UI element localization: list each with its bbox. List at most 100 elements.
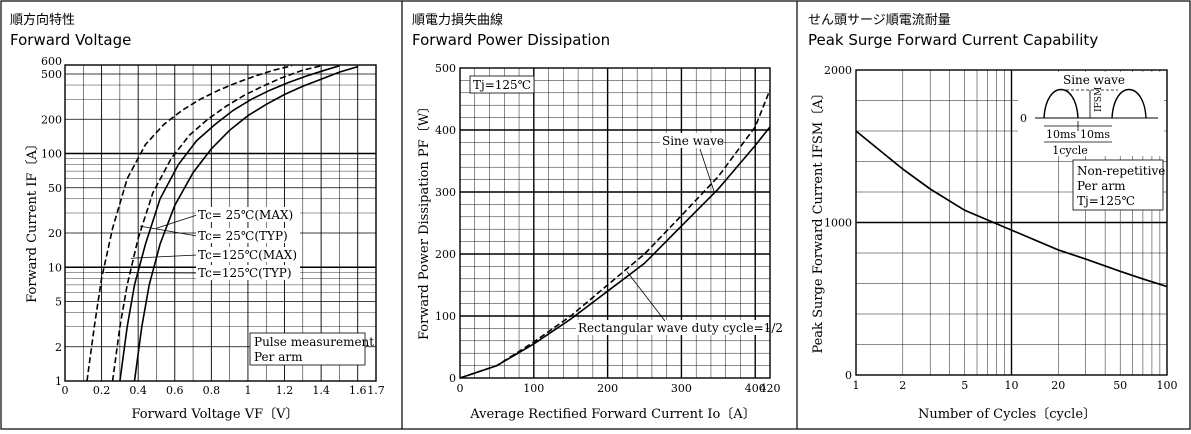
chart3-inset-cycle: 1cycle xyxy=(1052,144,1088,157)
chart1-title: Forward Voltage xyxy=(10,31,131,49)
chart1-series-line xyxy=(86,65,292,382)
chart1-series-label-bg xyxy=(196,228,300,243)
chart1-legend-line: Pulse measurement xyxy=(254,335,374,349)
chart1-y-tick-label: 1 xyxy=(55,375,62,388)
chart1-series-line xyxy=(111,65,322,382)
chart3-condition-line: Per arm xyxy=(1077,179,1126,193)
chart3-plot-frame xyxy=(855,69,1168,376)
chart3-x-tick-label: 100 xyxy=(1157,379,1178,392)
chart1-series-label: Tc= 25℃(TYP) xyxy=(198,229,288,243)
chart3-condition-line: Non-repetitive xyxy=(1077,164,1165,178)
chart3-inset-zero: 0 xyxy=(1020,112,1027,125)
chart3-inset-10ms: 10ms xyxy=(1080,128,1110,141)
chart1-series-label: Tc=125℃(MAX) xyxy=(198,248,297,262)
chart3-x-tick-label: 10 xyxy=(1005,379,1019,392)
chart1-x-tick-label: 1.2 xyxy=(276,384,294,397)
chart2-series-label: Sine wave xyxy=(662,134,724,148)
chart1-series-line xyxy=(119,65,340,382)
chart2-x-tick-label: 400 xyxy=(745,382,766,395)
chart2-title-ja: 順電力損失曲線 xyxy=(412,12,503,28)
chart3-condition-line: Tj=125℃ xyxy=(1077,194,1135,208)
chart2-ylabel: Forward Power Dissipation PF〔W〕 xyxy=(417,100,432,340)
chart1-y-tick-label: 200 xyxy=(41,113,62,126)
chart3-inset-10ms: 10ms xyxy=(1046,128,1076,141)
chart1-series-label: Tc=125℃(TYP) xyxy=(198,266,292,280)
chart2-x-tick-label: 200 xyxy=(597,382,618,395)
chart1-y-tick-label: 2 xyxy=(55,341,62,354)
chart1-x-tick-label: 1 xyxy=(244,384,251,397)
chart3-ylabel: Peak Surge Forward Current IFSM〔A〕 xyxy=(811,86,826,353)
chart2-y-tick-label: 0 xyxy=(449,372,456,385)
chart2-series-label-bg xyxy=(660,133,720,148)
chart3-x-tick-label: 50 xyxy=(1113,379,1127,392)
chart1-series-label-bg xyxy=(196,265,300,280)
chart2-series-line xyxy=(459,89,771,379)
chart1-series-label-bg xyxy=(196,247,300,262)
chart3-x-tick-label: 2 xyxy=(899,379,906,392)
chart3-x-tick-label: 5 xyxy=(961,379,968,392)
chart1-series-label-bg xyxy=(196,207,300,222)
chart2-series-label: Rectangular wave duty cycle=1/2 xyxy=(578,321,783,335)
chart3-xlabel: Number of Cycles〔cycle〕 xyxy=(918,407,1096,422)
chart1-x-tick-label: 0.4 xyxy=(129,384,147,397)
chart2-series-label-bg xyxy=(576,320,766,335)
chart3-x-tick-label: 1 xyxy=(853,379,860,392)
chart1-x-tick-label: 0.6 xyxy=(166,384,184,397)
chart2-y-tick-label: 500 xyxy=(435,62,456,75)
chart3-inset-title: Sine wave xyxy=(1063,73,1125,87)
chart3-title-ja: せん頭サージ順電流耐量 xyxy=(808,13,951,28)
chart1-x-tick-label: 1.4 xyxy=(312,384,330,397)
chart1-y-tick-label: 5 xyxy=(55,295,62,308)
chart2-x-tick-label: 300 xyxy=(671,382,692,395)
chart2-plot-frame xyxy=(459,67,771,379)
chart2-condition-box xyxy=(469,75,535,94)
chart1-x-tick-label: 1.7 xyxy=(367,384,385,397)
chart2-x-tick-label: 0 xyxy=(457,382,464,395)
chart1-x-tick-label: 1.6 xyxy=(349,384,367,397)
forward-voltage-plot: 0 0.2 0.4 0.6 0.8 1 1.2 1.4 1.6 1.7 1 2 5 10 20 50 100 20… xyxy=(41,55,385,397)
chart2-series-leader xyxy=(699,148,716,194)
chart1-x-tick-label: 0.2 xyxy=(93,384,111,397)
chart1-y-tick-label: 50 xyxy=(48,182,62,195)
chart1-title-ja: 順方向特性 xyxy=(10,12,75,28)
forward-power-plot: 0 100 200 300 4004200100200300400500Tj=125℃S… xyxy=(435,62,783,395)
chart1-x-tick-label: 0 xyxy=(62,384,69,397)
chart1-series-leader xyxy=(139,225,198,237)
chart3-y-tick-label: 1000 xyxy=(824,217,852,230)
chart1-legend-box xyxy=(249,332,366,366)
chart2-condition: Tj=125℃ xyxy=(473,78,531,92)
chart3-inset-ifsm: IFSM xyxy=(1094,87,1104,112)
chart2-y-tick-label: 400 xyxy=(435,124,456,137)
chart1-series-leader xyxy=(105,272,198,274)
chart2-xlabel: Average Rectified Forward Current Io〔A〕 xyxy=(469,407,755,422)
chart1-series-leader xyxy=(156,214,198,229)
chart2-title: Forward Power Dissipation xyxy=(412,31,610,49)
chart1-legend-line: Per arm xyxy=(254,350,303,364)
chart1-plot-frame xyxy=(64,64,377,382)
chart1-series-line xyxy=(133,65,358,382)
chart3-y-tick-label: 0 xyxy=(845,369,852,382)
chart1-ylabel: Forward Current IF〔A〕 xyxy=(25,137,40,303)
chart3-y-tick-label: 2000 xyxy=(824,64,852,77)
chart2-y-tick-label: 300 xyxy=(435,186,456,199)
chart3-series-line xyxy=(855,130,1168,288)
chart3-title: Peak Surge Forward Current Capability xyxy=(808,31,1098,49)
chart3-conditions-box xyxy=(1072,159,1164,211)
chart3-inset-halfwave xyxy=(1111,89,1147,119)
chart2-y-tick-label: 200 xyxy=(435,248,456,261)
chart2-x-tick-label: 420 xyxy=(760,382,781,395)
chart1-y-tick-label: 500 xyxy=(41,68,62,81)
chart1-y-tick-label: 600 xyxy=(41,55,62,68)
chart2-y-tick-label: 100 xyxy=(435,310,456,323)
chart3-x-tick-label: 20 xyxy=(1051,379,1065,392)
chart2-x-tick-label: 100 xyxy=(523,382,544,395)
chart1-y-tick-label: 20 xyxy=(48,227,62,240)
chart1-y-tick-label: 100 xyxy=(41,148,62,161)
chart1-y-tick-label: 10 xyxy=(48,261,62,274)
chart1-series-label: Tc= 25℃(MAX) xyxy=(198,208,293,222)
chart1-x-tick-label: 0.8 xyxy=(203,384,221,397)
